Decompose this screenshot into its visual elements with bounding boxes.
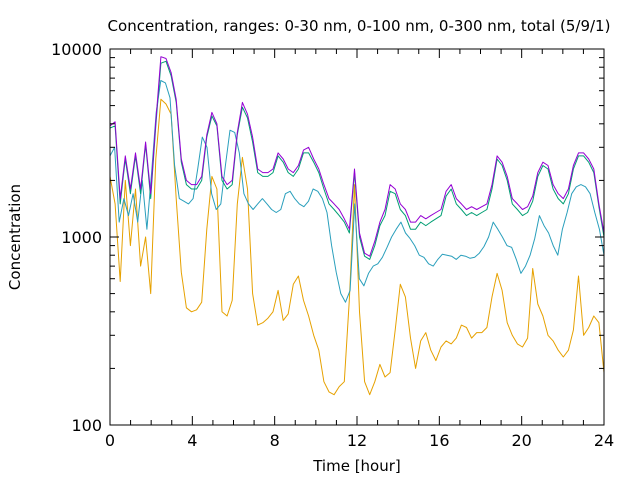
series-line-3 bbox=[109, 60, 605, 260]
y-axis-title: Concentration bbox=[6, 184, 24, 290]
x-tick-label: 12 bbox=[347, 431, 367, 450]
chart-title: Concentration, ranges: 0-30 nm, 0-100 nm… bbox=[108, 17, 611, 35]
x-tick-label: 24 bbox=[594, 431, 614, 450]
plot-lines bbox=[109, 56, 605, 396]
x-axis-title: Time [hour] bbox=[312, 457, 401, 475]
axis-ticks: 0 4 8 12 16 20 24 100 1000 10000 bbox=[51, 40, 614, 450]
x-tick-label: 4 bbox=[187, 431, 197, 450]
y-tick-label: 100 bbox=[71, 416, 102, 435]
x-tick-label: 8 bbox=[270, 431, 280, 450]
series-line-4 bbox=[109, 56, 605, 257]
x-tick-label: 0 bbox=[105, 431, 115, 450]
y-tick-label: 1000 bbox=[61, 228, 102, 247]
y-tick-label: 10000 bbox=[51, 40, 102, 59]
series-line-2 bbox=[109, 80, 605, 303]
x-tick-label: 16 bbox=[429, 431, 449, 450]
x-tick-label: 20 bbox=[511, 431, 531, 450]
